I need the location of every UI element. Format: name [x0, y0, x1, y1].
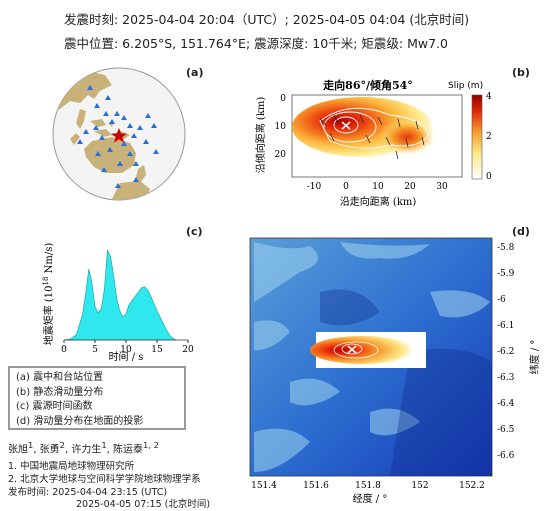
map-xlabel: 经度 / ° — [353, 492, 388, 505]
rate-tick-label-2: 10 — [120, 345, 132, 355]
rate-tick-label-1: 5 — [92, 345, 98, 355]
legend-item-a: (a) 震中和台站位置 — [16, 372, 104, 383]
x-tick-m10: -10 — [307, 182, 322, 192]
panel-d-label: (d) — [512, 225, 530, 238]
ground-projection-map: 151.4 151.6 151.8 152 152.2 -5.8 -5.9 -6… — [249, 237, 541, 505]
release-time: 发布时间: 2025-04-04 23:15 (UTC) — [8, 487, 168, 498]
bathymetry-highlights — [254, 242, 490, 472]
hypocenter-marker — [341, 121, 351, 130]
y-tick-10: 10 — [275, 122, 287, 132]
lat-tick-3: -6.1 — [497, 321, 514, 331]
affiliation-1: 1. 中国地震局地球物理研究所 — [8, 461, 135, 472]
slip-ylabel: 沿倾向距离 (km) — [254, 97, 267, 174]
panel-b-label: (b) — [512, 66, 530, 79]
moment-rate-area — [63, 249, 177, 341]
author-list: 张旭1, 张勇2, 许力生1, 陈运泰1, 2 — [8, 440, 159, 456]
panel-c-label: (c) — [186, 225, 203, 238]
cbar-tick-2: 2 — [486, 132, 492, 142]
panel-a-label: (a) — [186, 66, 204, 79]
x-tick-30: 30 — [436, 182, 448, 192]
lon-tick-3: 152 — [411, 481, 428, 491]
lat-tick-6: -6.4 — [497, 399, 515, 409]
lat-tick-4: -6.2 — [497, 347, 514, 357]
colorbar — [471, 94, 483, 180]
legend-item-b: (b) 静态滑动量分布 — [16, 386, 104, 398]
cbar-tick-0: 0 — [486, 172, 492, 182]
globe-map — [52, 67, 186, 201]
rate-xlabel: 时间 / s — [109, 350, 144, 363]
panel-legend: (a) 震中和台站位置 (b) 静态滑动量分布 (c) 震源时间函数 (d) 滑… — [8, 366, 186, 430]
x-tick-10: 10 — [372, 182, 384, 192]
x-tick-20: 20 — [404, 182, 416, 192]
projection-contours — [333, 341, 379, 359]
legend-item-c: (c) 震源时间函数 — [16, 401, 93, 412]
rate-ylabel: 地震矩率 (1018 Nm/s) — [42, 243, 55, 346]
lat-tick-8: -6.6 — [497, 451, 515, 461]
slip-xlabel: 沿走向距离 (km) — [340, 195, 417, 208]
bathymetry-shadows — [320, 289, 492, 476]
lon-tick-4: 152.2 — [459, 481, 485, 491]
slip-vectors — [319, 114, 425, 160]
map-ylabel: 纬度 / ° — [528, 340, 541, 375]
slip-distribution: 走向86°/倾角54° 0 10 20 -10 0 10 20 30 沿走向距离… — [254, 78, 492, 208]
rate-tick-label-3: 15 — [151, 345, 163, 355]
epicenter-info: 震中位置: 6.205°S, 151.764°E; 震源深度: 10千米; 矩震… — [64, 36, 448, 51]
y-tick-0: 0 — [280, 94, 286, 104]
origin-time: 发震时刻: 2025-04-04 20:04（UTC）; 2025-04-05 … — [64, 12, 470, 27]
lat-tick-7: -6.5 — [497, 425, 515, 435]
lon-tick-2: 151.8 — [355, 481, 381, 491]
colorbar-label: Slip (m) — [448, 81, 483, 91]
lat-tick-1: -5.9 — [497, 269, 515, 279]
slip-title: 走向86°/倾角54° — [322, 78, 413, 92]
cbar-tick-4: 4 — [486, 92, 492, 102]
lat-tick-2: -6 — [497, 295, 506, 305]
slip-contours — [319, 107, 429, 149]
y-tick-20: 20 — [275, 150, 287, 160]
lat-tick-0: -5.8 — [497, 243, 515, 253]
lon-tick-0: 151.4 — [251, 481, 277, 491]
station-markers — [77, 85, 159, 188]
legend-item-d: (d) 滑动量分布在地面的投影 — [16, 415, 144, 427]
map-hypocenter-marker — [347, 345, 357, 354]
x-tick-0: 0 — [343, 182, 349, 192]
rate-tick-label-0: 0 — [61, 345, 67, 355]
x-tick-labels: 0 5 10 15 20 — [61, 340, 194, 355]
release-time-beijing: 2025-04-05 07:15 (北京时间) — [76, 499, 211, 510]
lon-tick-1: 151.6 — [303, 481, 329, 491]
lat-tick-5: -6.3 — [497, 373, 515, 383]
moment-rate-chart: 0 5 10 15 20 时间 / s 地震矩率 (1018 Nm/s) — [42, 243, 194, 363]
epicenter-star — [111, 128, 127, 143]
affiliation-2: 2. 北京大学地球与空间科学学院地球物理学系 — [8, 474, 201, 485]
rate-tick-label-4: 20 — [182, 345, 194, 355]
